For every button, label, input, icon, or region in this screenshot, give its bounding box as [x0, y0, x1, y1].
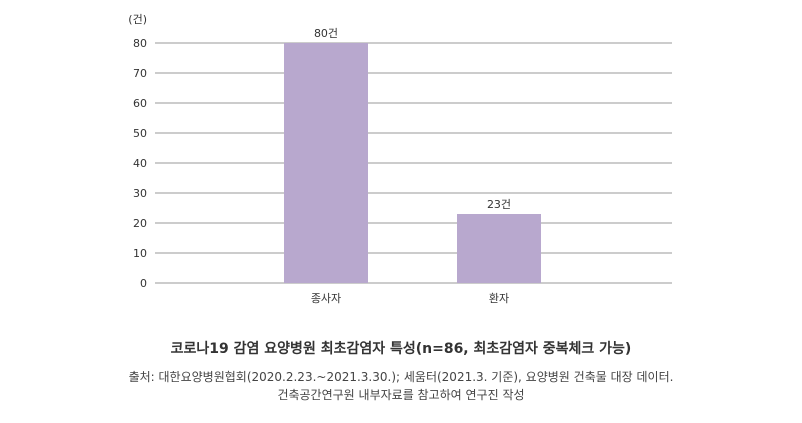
bar	[284, 43, 368, 283]
y-tick-label: 80	[133, 37, 147, 50]
value-labels: 80건 23건	[314, 27, 511, 211]
chart-source-note: 출처: 대한요양병원협회(2020.2.23.~2021.3.30.); 세움터…	[0, 368, 802, 404]
gridlines	[155, 42, 672, 284]
bars	[284, 43, 541, 283]
y-tick-label: 50	[133, 127, 147, 140]
y-tick-label: 30	[133, 187, 147, 200]
y-axis-ticks: 0 10 20 30 40 50 60 70 80	[133, 37, 147, 290]
y-tick-label: 10	[133, 247, 147, 260]
y-tick-label: 70	[133, 67, 147, 80]
source-line-2: 건축공간연구원 내부자료를 참고하여 연구진 작성	[277, 388, 525, 402]
y-tick-label: 0	[140, 277, 147, 290]
bar-value-label: 80건	[314, 27, 338, 40]
x-tick-label: 종사자	[311, 292, 341, 305]
bar-chart: 0 10 20 30 40 50 60 70 80 (건) 80건 23건 종사자 환자	[128, 13, 672, 305]
source-line-1: 출처: 대한요양병원협회(2020.2.23.~2021.3.30.); 세움터…	[128, 370, 674, 384]
y-tick-label: 40	[133, 157, 147, 170]
y-tick-label: 60	[133, 97, 147, 110]
chart-caption-title: 코로나19 감염 요양병원 최초감염자 특성(n=86, 최초감염자 중복체크 …	[170, 341, 632, 357]
x-tick-label: 환자	[489, 292, 509, 305]
y-tick-label: 20	[133, 217, 147, 230]
bar-value-label: 23건	[487, 198, 511, 211]
y-axis-unit-label: (건)	[128, 13, 147, 26]
x-axis-ticks: 종사자 환자	[311, 292, 509, 305]
bar	[457, 214, 541, 283]
